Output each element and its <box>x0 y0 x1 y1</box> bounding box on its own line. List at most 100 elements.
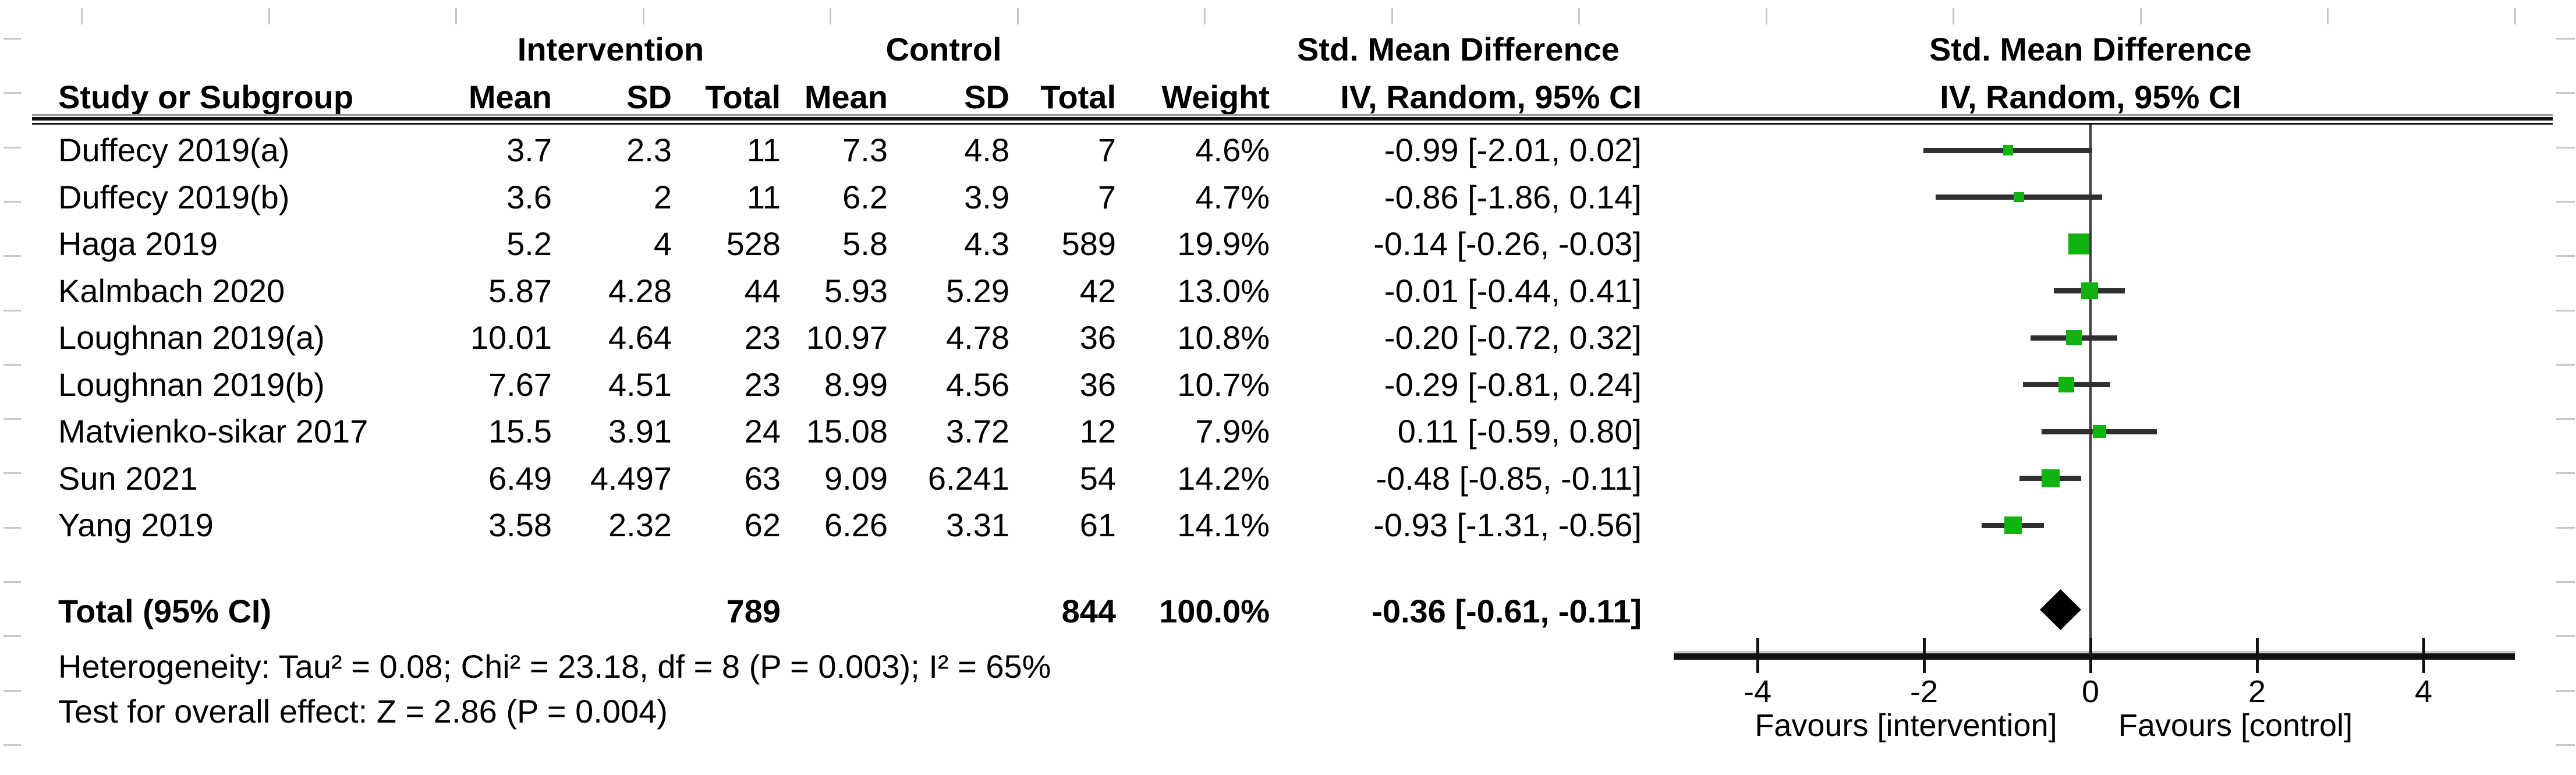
column-header-int-mean: Mean <box>468 79 552 115</box>
gridline-stub-left <box>3 581 21 583</box>
row-ctrl-total: 7 <box>1097 178 1116 215</box>
gridline-stub-right <box>2556 363 2575 366</box>
row-ci-text: -0.14 [-0.26, -0.03] <box>1373 225 1642 262</box>
row-weight: 7.9% <box>1195 413 1270 450</box>
row-int-total: 62 <box>744 507 781 543</box>
row-study-name: Haga 2019 <box>58 225 218 262</box>
gridline-stub-left <box>3 689 21 692</box>
row-int-total: 24 <box>744 413 781 450</box>
row-ctrl-sd: 6.241 <box>927 459 1009 497</box>
effect-square <box>2068 233 2090 255</box>
axis-tick-label: -4 <box>1743 674 1772 709</box>
row-ci-text: -0.48 [-0.85, -0.11] <box>1376 459 1642 497</box>
gridline-stub-left <box>3 418 21 420</box>
row-ctrl-sd: 4.3 <box>964 225 1009 262</box>
row-ctrl-mean: 9.09 <box>824 459 888 497</box>
row-ctrl-sd: 4.8 <box>964 132 1009 168</box>
row-int-sd: 4.28 <box>608 272 672 309</box>
row-weight: 14.2% <box>1177 459 1270 497</box>
row-ctrl-total: 589 <box>1061 225 1116 262</box>
row-int-mean: 5.2 <box>506 225 552 262</box>
row-study-name: Duffecy 2019(b) <box>58 178 290 215</box>
zero-reference-line <box>2089 125 2092 657</box>
row-study-name: Loughnan 2019(b) <box>58 366 325 403</box>
row-study-name: Sun 2021 <box>58 459 198 497</box>
separator-shadow-line <box>32 114 2553 116</box>
row-int-sd: 2.3 <box>626 132 672 168</box>
row-int-sd: 4.51 <box>608 366 672 403</box>
axis-tick-label: 4 <box>2414 674 2433 709</box>
row-int-sd: 2.32 <box>608 507 672 543</box>
effect-square <box>2003 145 2014 155</box>
row-int-mean: 15.5 <box>488 413 552 450</box>
row-ci-text: -0.20 [-0.72, 0.32] <box>1384 319 1642 356</box>
plot-header-line1: Std. Mean Difference <box>1929 31 2252 68</box>
gridline-stub-left <box>3 92 21 94</box>
row-ctrl-mean: 6.26 <box>824 507 888 543</box>
row-int-mean: 3.58 <box>488 507 552 543</box>
effect-column-header-line1: Std. Mean Difference <box>1297 31 1620 68</box>
gridline-stub-left <box>3 526 21 529</box>
row-ci-text: -0.01 [-0.44, 0.41] <box>1384 272 1642 309</box>
row-int-sd: 3.91 <box>608 413 672 450</box>
total-ci-text: -0.36 [-0.61, -0.11] <box>1372 593 1642 629</box>
row-int-mean: 7.67 <box>488 366 552 403</box>
row-study-name: Matvienko-sikar 2017 <box>58 413 368 450</box>
gridline-stub-right <box>2556 418 2575 420</box>
row-int-mean: 3.7 <box>506 132 552 168</box>
column-header-int-total: Total <box>705 79 781 115</box>
row-ctrl-mean: 15.08 <box>806 413 888 450</box>
gridline-stub-top <box>2514 8 2516 24</box>
row-study-name: Kalmbach 2020 <box>58 272 285 309</box>
gridline-stub-right <box>2556 526 2575 529</box>
row-study-name: Loughnan 2019(a) <box>58 319 325 356</box>
axis-tick-label: -2 <box>1909 674 1939 709</box>
gridline-stub-top <box>81 8 83 24</box>
gridline-stub-left <box>3 309 21 312</box>
gridline-stub-top <box>1391 8 1393 24</box>
row-ctrl-mean: 5.8 <box>842 225 888 262</box>
total-weight: 100.0% <box>1159 593 1270 629</box>
gridline-stub-right <box>2556 581 2575 583</box>
gridline-stub-top <box>1765 8 1767 24</box>
gridline-stub-top <box>830 8 831 24</box>
overall-effect-text: Test for overall effect: Z = 2.86 (P = 0… <box>58 693 668 730</box>
row-weight: 4.6% <box>1195 132 1270 168</box>
axis-tick <box>2422 638 2425 673</box>
row-weight: 10.8% <box>1177 319 1270 356</box>
gridline-stub-top <box>1953 8 1954 24</box>
row-weight: 19.9% <box>1177 225 1270 262</box>
axis-line <box>1674 653 2515 660</box>
gridline-stub-top <box>1578 8 1580 24</box>
column-header-ctrl-sd: SD <box>964 79 1009 115</box>
gridline-stub-top <box>1204 8 1206 24</box>
gridline-stub-left <box>3 255 21 257</box>
row-ctrl-total: 42 <box>1079 272 1116 309</box>
row-ctrl-mean: 7.3 <box>842 132 888 168</box>
gridline-stub-left <box>3 200 21 203</box>
gridline-stub-right <box>2556 38 2575 40</box>
gridline-stub-left <box>3 146 21 148</box>
row-ctrl-total: 7 <box>1097 132 1116 168</box>
row-int-total: 528 <box>726 225 781 262</box>
group-header-control: Control <box>885 31 1002 68</box>
row-int-mean: 10.01 <box>470 319 552 356</box>
column-header-weight: Weight <box>1161 79 1270 115</box>
row-ctrl-total: 36 <box>1079 366 1116 403</box>
row-ctrl-sd: 4.56 <box>946 366 1009 403</box>
row-ctrl-sd: 5.29 <box>946 272 1009 309</box>
row-int-total: 23 <box>744 366 781 403</box>
gridline-stub-top <box>642 8 644 24</box>
row-ctrl-sd: 4.78 <box>946 319 1009 356</box>
gridline-stub-right <box>2556 255 2575 257</box>
total-ctrl-total: 844 <box>1061 593 1116 629</box>
row-ctrl-sd: 3.9 <box>964 178 1009 215</box>
gridline-stub-left <box>3 744 21 746</box>
gridline-stub-left <box>3 38 21 40</box>
row-int-mean: 3.6 <box>506 178 552 215</box>
row-ctrl-total: 36 <box>1079 319 1116 356</box>
gridline-stub-top <box>1016 8 1019 24</box>
gridline-stub-right <box>2556 472 2575 475</box>
row-weight: 13.0% <box>1177 272 1270 309</box>
gridline-stub-top <box>2139 8 2142 24</box>
